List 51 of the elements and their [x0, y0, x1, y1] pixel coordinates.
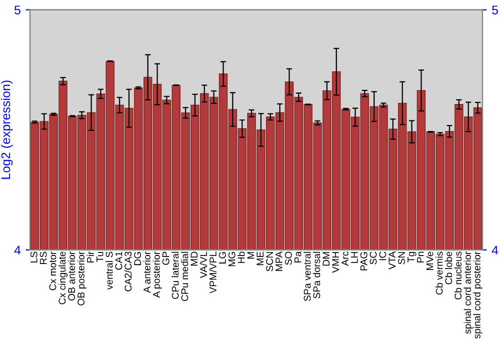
x-tick-label: CA1	[115, 252, 122, 270]
x-tick-label: Cx cingulate	[58, 252, 68, 304]
y2-tick-label: 4	[492, 246, 498, 254]
x-tick-label: GP	[162, 252, 170, 265]
x-tick-label: CPu medial	[181, 252, 188, 302]
x-tick-label: Cb nucleus	[454, 252, 462, 300]
x-tick-label: VMH	[332, 252, 339, 273]
x-tick-label: MD	[190, 252, 198, 266]
x-tick-label: LG	[218, 252, 226, 264]
x-tick-label: spinal cord posterior	[473, 251, 482, 339]
x-tick-label: LH	[351, 252, 358, 263]
x-tick-label: LS	[30, 252, 38, 262]
x-tick-label: SCN	[266, 252, 273, 272]
x-tick-label: RS	[40, 252, 47, 264]
x-tick-label: ventral S	[106, 252, 113, 290]
x-tick-label: M	[247, 252, 254, 259]
x-tick-label: SPa ventral	[304, 252, 311, 302]
x-tick-label: PAG	[360, 252, 368, 270]
x-tick-label: A anterior	[143, 251, 150, 293]
x-tick-label: Pir	[86, 251, 94, 262]
x-tick-label: Arc	[342, 252, 348, 266]
x-tick-label: SN	[398, 252, 405, 264]
x-tick-label: Tg	[408, 252, 416, 262]
x-tick-label: MPA	[276, 251, 282, 271]
x-tick-label: Cb vermis	[436, 252, 443, 295]
x-tick-label: A posterior	[152, 251, 162, 298]
x-tick-label: Hb	[238, 252, 245, 263]
x-tick-label: Cx motor	[49, 251, 56, 290]
x-tick-label: CA2/CA3	[124, 252, 132, 292]
y2-tick-label: 5	[492, 6, 498, 14]
x-tick-label: ME	[256, 252, 264, 266]
x-tick-label: OB posterior	[77, 251, 86, 306]
x-tick-label: VPM/VPL	[209, 252, 216, 294]
x-tick-label: SPa dorsal	[312, 252, 320, 298]
x-tick-label: DG	[134, 252, 142, 266]
y-axis-title: Log2 (expression)	[0, 80, 13, 179]
x-tick-label: spinal cord anterior	[464, 251, 473, 334]
x-tick-label: IC	[379, 252, 386, 260]
x-tick-label: MVe	[426, 252, 434, 270]
x-tick-label: Pa	[294, 251, 302, 262]
x-tick-label: CPu lateral	[172, 252, 179, 299]
x-tick-label: VA/VL	[200, 252, 208, 278]
x-tick-label: SC	[370, 252, 377, 264]
x-tick-label: MG	[228, 252, 236, 266]
x-tick-label: Tu	[96, 252, 104, 262]
x-tick-label: OB anterior	[68, 251, 76, 301]
x-tick-label: DM	[322, 252, 330, 266]
x-tick-label: Pn	[417, 252, 424, 262]
x-tick-label: VTA	[388, 251, 396, 270]
x-tick-label: SO	[284, 252, 292, 265]
x-tick-label: Cb lobe	[444, 252, 452, 284]
